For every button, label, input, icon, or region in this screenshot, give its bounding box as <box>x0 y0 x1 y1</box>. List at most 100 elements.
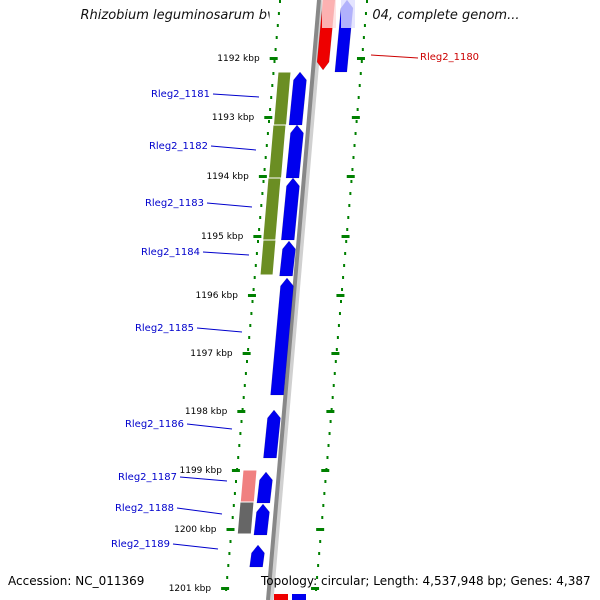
right-boundary-dot <box>340 300 342 303</box>
left-boundary-dot <box>229 540 232 543</box>
ruler-tick <box>242 352 251 355</box>
right-boundary-dot <box>358 84 361 87</box>
gene-arrow-1186 <box>263 409 281 459</box>
left-boundary-dot <box>262 180 265 183</box>
gene-label[interactable]: Rleg2_1182 <box>149 141 208 152</box>
right-boundary-dot <box>324 480 327 483</box>
gene-label[interactable]: Rleg2_1189 <box>111 539 170 550</box>
gene-arrow-1182 <box>285 124 304 179</box>
left-boundary-dot <box>273 60 276 63</box>
ruler-label: 1200 kbp <box>174 525 217 535</box>
gene-leader-line <box>196 327 243 333</box>
right-boundary-dot <box>347 216 350 219</box>
gene-leader-line <box>212 93 260 98</box>
left-boundary-dot <box>233 492 236 495</box>
left-boundary-dot <box>235 480 237 483</box>
ruler-tick-right <box>321 469 330 472</box>
left-boundary-dot <box>251 300 254 303</box>
genome-stats: Topology: circular; Length: 4,537,948 bp… <box>261 574 591 588</box>
left-boundary-dot <box>275 36 278 39</box>
ruler-tick-right <box>341 235 350 238</box>
gene-label[interactable]: Rleg2_1186 <box>125 419 184 430</box>
right-boundary-dot <box>366 0 368 3</box>
left-boundary-dot <box>277 12 280 15</box>
right-boundary-dot <box>343 264 346 267</box>
right-boundary-dot <box>331 396 334 399</box>
left-boundary-dot <box>258 228 261 231</box>
right-boundary-dot <box>350 180 353 183</box>
gene-arrow-1181 <box>288 71 307 126</box>
left-boundary-dot <box>237 456 240 459</box>
ruler-tick <box>221 587 230 590</box>
right-boundary-dot <box>364 12 367 15</box>
ruler-tick <box>264 116 273 119</box>
right-boundary-dot <box>330 408 333 411</box>
length-text: Length: 4,537,948 bp <box>373 574 503 588</box>
left-boundary-dot <box>249 324 252 327</box>
gene-label[interactable]: Rleg2_1185 <box>135 323 194 334</box>
ruler-tick-right <box>316 528 325 531</box>
right-boundary-dot <box>359 72 362 75</box>
ruler-label: 1193 kbp <box>212 113 255 123</box>
left-boundary-dot <box>260 204 263 207</box>
left-boundary-dot <box>241 408 244 411</box>
right-boundary-dot <box>335 348 338 351</box>
right-boundary-dot <box>334 360 337 363</box>
gene-leader-line <box>210 145 257 151</box>
gene-label[interactable]: Rleg2_1181 <box>151 89 210 100</box>
gene-leader-line <box>206 202 253 208</box>
left-boundary-dot <box>232 504 235 507</box>
left-boundary-dot <box>253 276 256 279</box>
left-boundary-dot <box>239 432 242 435</box>
gene-label[interactable]: Rleg2_1180 <box>420 52 479 63</box>
gene-leader-line <box>176 507 223 515</box>
gene-partial-bottom-red <box>274 594 288 600</box>
left-boundary-dot <box>255 252 258 255</box>
right-boundary-dot <box>338 312 341 315</box>
left-boundary-dot <box>272 72 275 75</box>
left-boundary-dot <box>265 144 268 147</box>
ruler-label: 1201 kbp <box>169 584 212 594</box>
feature-block-gray <box>236 501 255 535</box>
left-boundary-dot <box>264 156 267 159</box>
right-boundary-dot <box>349 192 352 195</box>
right-boundary-dot <box>318 552 321 555</box>
ruler-tick-right <box>356 57 365 60</box>
ruler-label: 1194 kbp <box>206 172 249 182</box>
right-boundary-dot <box>355 120 358 123</box>
right-boundary-dot <box>317 564 320 567</box>
left-boundary-dot <box>254 264 257 267</box>
topology-text: Topology: circular <box>261 574 366 588</box>
left-boundary-dot <box>271 84 274 87</box>
left-boundary-dot <box>274 48 277 51</box>
gene-label[interactable]: Rleg2_1183 <box>145 198 204 209</box>
ruler-tick-right <box>351 116 360 119</box>
gene-label[interactable]: Rleg2_1188 <box>115 503 174 514</box>
ruler-tick <box>231 469 240 472</box>
left-boundary-dot <box>248 336 251 339</box>
right-boundary-dot <box>357 96 360 99</box>
ruler-tick <box>253 235 262 238</box>
gene-label[interactable]: Rleg2_1187 <box>118 472 177 483</box>
right-boundary-dot <box>337 324 340 327</box>
left-boundary-dot <box>268 120 270 123</box>
gene-label[interactable]: Rleg2_1184 <box>141 247 200 258</box>
ruler-tick-right <box>331 352 340 355</box>
ruler-tick <box>269 57 278 60</box>
accession-text: Accession: NC_011369 <box>8 574 145 588</box>
left-boundary-dot <box>279 0 281 3</box>
left-boundary-dot <box>247 348 250 351</box>
right-boundary-dot <box>345 240 348 243</box>
feature-block-pink <box>239 469 258 503</box>
left-boundary-dot <box>252 288 255 291</box>
right-boundary-dot <box>348 204 351 207</box>
feature-block-green <box>259 239 277 276</box>
gene-partial-bottom-blue <box>292 594 306 600</box>
gene-arrow-1188 <box>253 503 270 536</box>
right-boundary-dot <box>354 132 357 135</box>
right-boundary-dot <box>316 576 319 579</box>
ruler-label: 1199 kbp <box>180 466 223 476</box>
ruler-label: 1198 kbp <box>185 407 228 417</box>
right-boundary-dot <box>319 540 322 543</box>
